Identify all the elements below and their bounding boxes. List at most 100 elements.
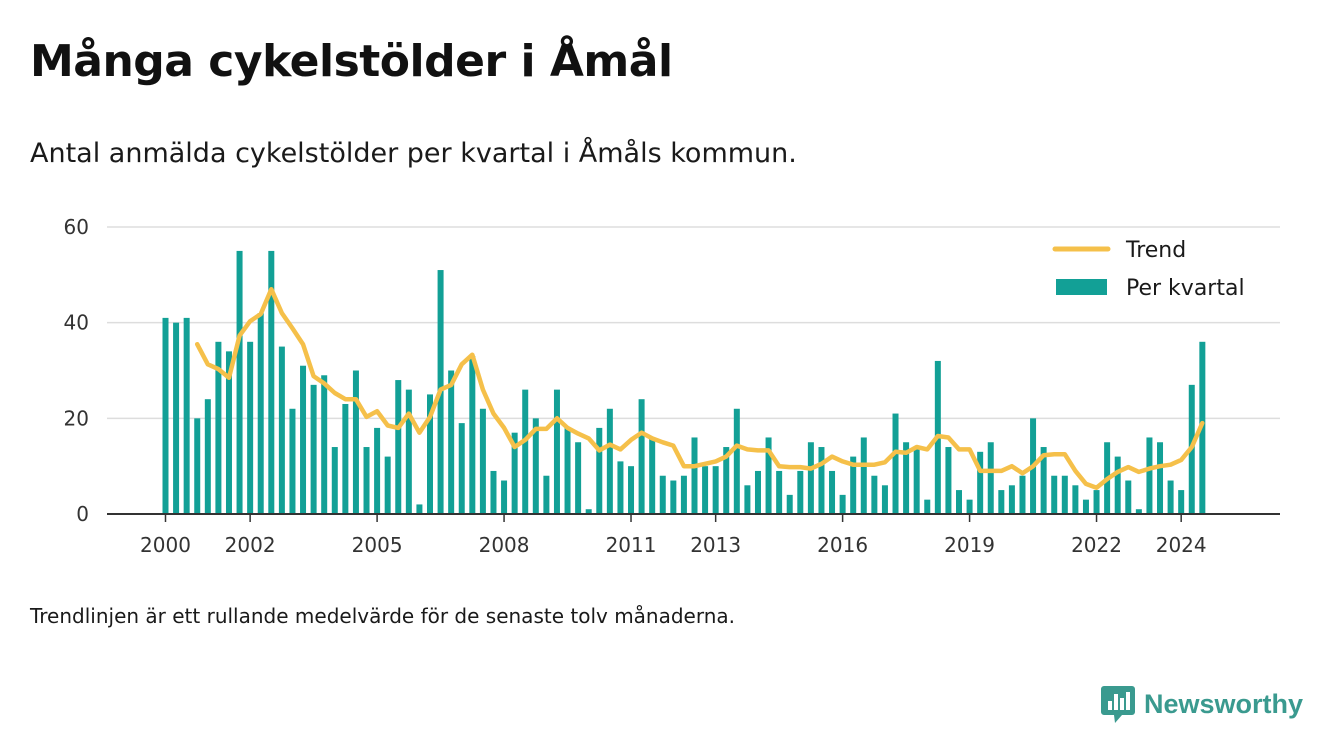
bar <box>818 447 825 514</box>
x-tick-label: 2019 <box>944 533 995 557</box>
bar <box>204 399 211 514</box>
bar <box>850 456 857 514</box>
x-tick-label: 2008 <box>479 533 530 557</box>
bar <box>733 408 740 514</box>
x-tick-label: 2013 <box>690 533 741 557</box>
bar <box>839 494 846 514</box>
bar <box>881 485 888 514</box>
bar <box>1061 475 1068 514</box>
x-tick-label: 2005 <box>352 533 403 557</box>
bar <box>1082 499 1089 514</box>
bar <box>384 456 391 514</box>
bar <box>564 427 571 514</box>
bar <box>458 423 465 514</box>
bar <box>744 485 751 514</box>
bar <box>1051 475 1058 514</box>
bar <box>702 466 709 514</box>
bar <box>1072 485 1079 514</box>
bar <box>321 375 328 514</box>
bar <box>522 389 529 514</box>
bar <box>490 470 497 514</box>
bar <box>289 408 296 514</box>
bar <box>860 437 867 514</box>
bar <box>1178 490 1185 514</box>
bar <box>712 466 719 514</box>
bar <box>776 470 783 514</box>
bar <box>945 447 952 514</box>
bar <box>638 399 645 514</box>
legend-bar-swatch <box>1056 279 1107 295</box>
bar <box>628 466 635 514</box>
bar <box>416 504 423 514</box>
y-tick-label: 20 <box>64 406 89 430</box>
bar <box>469 356 476 514</box>
bar <box>1157 442 1164 514</box>
bar <box>786 494 793 514</box>
bar <box>924 499 931 514</box>
bar <box>342 403 349 514</box>
footnote: Trendlinjen är ett rullande medelvärde f… <box>30 604 736 628</box>
legend: Trend Per kvartal <box>1052 238 1245 301</box>
x-tick-label: 2024 <box>1156 533 1207 557</box>
bar <box>723 447 730 514</box>
bar <box>987 442 994 514</box>
bar <box>1135 509 1142 514</box>
bar <box>754 470 761 514</box>
bar <box>183 317 190 514</box>
bar <box>543 475 550 514</box>
bar <box>903 442 910 514</box>
legend-trend-label: Trend <box>1125 238 1186 263</box>
bar <box>606 408 613 514</box>
bar <box>892 413 899 514</box>
bar <box>268 250 275 514</box>
bar <box>194 418 201 514</box>
bar <box>807 442 814 514</box>
bar <box>215 341 222 514</box>
bar <box>225 351 232 514</box>
bar <box>1146 437 1153 514</box>
y-tick-label: 0 <box>76 502 89 526</box>
x-tick-label: 2016 <box>817 533 868 557</box>
bar <box>1114 456 1121 514</box>
bar <box>448 370 455 514</box>
bar <box>575 442 582 514</box>
bar <box>247 341 254 514</box>
bar <box>511 432 518 514</box>
chart-subtitle: Antal anmälda cykelstölder per kvartal i… <box>30 138 797 169</box>
bar <box>257 313 264 514</box>
bar <box>659 475 666 514</box>
bar <box>395 380 402 514</box>
bar <box>1008 485 1015 514</box>
y-axis-labels: 0 20 40 60 <box>64 215 89 526</box>
chart-svg: 0 20 40 60 2000 2002 2005 2008 2011 2013 2016 2019… <box>64 215 1280 557</box>
bar <box>585 509 592 514</box>
bar <box>363 447 370 514</box>
bar <box>1093 490 1100 514</box>
bar <box>427 394 433 514</box>
x-tick-label: 2022 <box>1071 533 1122 557</box>
brand-logo[interactable]: Newsworthy <box>1100 680 1315 728</box>
bar <box>680 475 687 514</box>
bar <box>479 408 486 514</box>
bar <box>278 346 285 514</box>
x-tick-label: 2002 <box>225 533 276 557</box>
bar <box>162 317 169 514</box>
y-tick-label: 40 <box>64 311 89 335</box>
newsworthy-logo-icon <box>1101 686 1135 723</box>
bar <box>173 322 180 514</box>
bar <box>331 447 338 514</box>
bar <box>1125 480 1132 514</box>
bar <box>553 389 560 514</box>
bar <box>765 437 772 514</box>
bar <box>829 470 836 514</box>
bar <box>236 250 243 514</box>
bar <box>405 389 412 514</box>
bar <box>617 461 624 514</box>
bar <box>1040 447 1047 514</box>
bar <box>913 447 920 514</box>
bar <box>797 470 804 514</box>
bar <box>374 427 381 514</box>
bar <box>998 490 1005 514</box>
trend-line <box>194 286 1205 490</box>
bar <box>1019 475 1026 514</box>
